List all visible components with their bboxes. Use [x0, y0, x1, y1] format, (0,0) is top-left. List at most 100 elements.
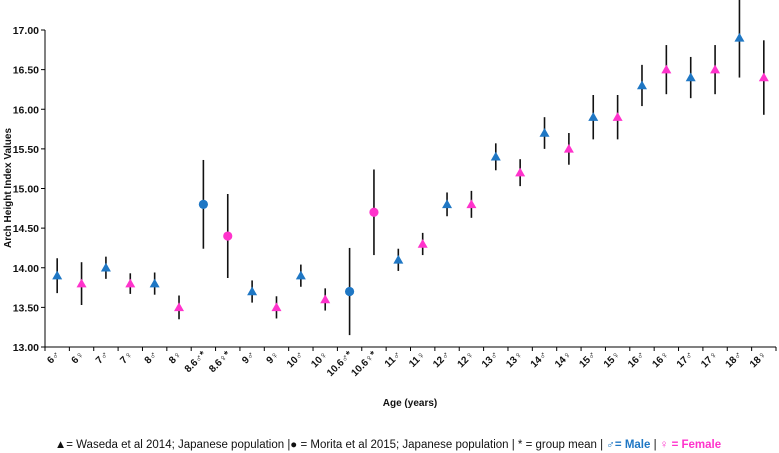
data-point [563, 133, 574, 165]
mean-marker-triangle [247, 286, 258, 296]
mean-marker-circle [223, 231, 233, 241]
mean-marker-circle [344, 286, 355, 297]
x-tick-label: 12♀ [456, 349, 477, 370]
y-tick-label: 17.00 [13, 25, 39, 37]
data-point [369, 169, 379, 256]
mean-marker-triangle [636, 80, 647, 90]
x-tick-group: 6♂ 6♀ 7♂ 7♀ 8♂ 8♀8.6♂*8.6♀* 9♂ 9♀ 10♂ 10♀10.6♂*10… [44, 347, 777, 379]
mean-marker-triangle [149, 278, 160, 288]
mean-marker-triangle [490, 151, 501, 161]
legend-separator: | [650, 439, 659, 451]
data-point [223, 194, 233, 279]
mean-marker-circle [369, 207, 379, 217]
x-tick-label: 14♀ [553, 349, 574, 370]
x-tick-label: 9♂ [240, 349, 257, 366]
y-tick-label: 16.00 [13, 104, 39, 116]
data-point [636, 64, 647, 107]
mean-marker-triangle [393, 254, 404, 264]
mean-marker-triangle [295, 270, 306, 280]
data-point [417, 232, 428, 256]
data-point [466, 190, 477, 218]
data-point [247, 280, 258, 303]
mean-marker-triangle [612, 112, 623, 121]
mean-marker-triangle [417, 238, 428, 248]
data-point [734, 0, 745, 78]
x-tick-label: 8♀ [167, 349, 184, 366]
data-point [174, 295, 185, 320]
y-tick-label: 14.50 [13, 223, 39, 235]
x-tick-label: 8♂ [143, 349, 160, 366]
x-tick-label: 12♂ [431, 349, 452, 370]
mean-marker-triangle [710, 64, 721, 74]
data-point [344, 247, 355, 336]
data-point [758, 40, 769, 115]
mean-marker-triangle [271, 302, 282, 312]
x-tick-label: 11♂ [383, 349, 404, 370]
mean-marker-triangle [100, 262, 111, 272]
legend-sources: ▲= Waseda et al 2014; Japanese populatio… [55, 439, 606, 451]
x-tick-label: 13♀ [504, 349, 525, 370]
data-point [271, 296, 282, 319]
x-tick-label: 6♀ [70, 349, 87, 366]
data-point [149, 272, 160, 295]
y-tick-label: 13.50 [13, 302, 39, 314]
data-point [125, 273, 136, 294]
data-point [588, 94, 599, 140]
x-tick-label: 15♂ [577, 349, 598, 370]
x-tick-label: 15♀ [602, 349, 623, 370]
x-tick-label: 11♀ [407, 349, 428, 370]
mean-marker-triangle [125, 278, 136, 288]
data-point [393, 248, 404, 271]
legend-male: ♂= Male [606, 439, 650, 451]
y-tick-label: 15.00 [13, 184, 39, 196]
y-tick-label: 14.00 [13, 263, 39, 275]
mean-marker-triangle [52, 270, 63, 280]
data-point [100, 256, 111, 279]
data-point [490, 143, 501, 171]
data-point [52, 258, 63, 294]
data-marks [52, 0, 769, 336]
y-tick-label: 15.50 [13, 144, 39, 156]
x-tick-label: 7♀ [118, 349, 135, 366]
data-point [539, 117, 550, 149]
mean-marker-triangle [320, 294, 331, 304]
mean-marker-triangle [758, 72, 769, 82]
data-point [198, 159, 208, 249]
y-tick-label: 13.00 [13, 342, 39, 354]
x-tick-label: 18♂ [724, 349, 745, 370]
mean-marker-triangle [734, 32, 745, 42]
mean-marker-triangle [76, 278, 87, 288]
x-tick-label: 17♂ [675, 349, 696, 370]
mean-marker-triangle [685, 72, 696, 82]
x-tick-label: 6♂ [45, 349, 62, 366]
x-tick-label: 14♂ [529, 349, 550, 370]
mean-marker-triangle [588, 112, 599, 121]
data-point [612, 94, 623, 140]
mean-marker-triangle [661, 64, 672, 74]
data-point [76, 262, 87, 305]
legend-female: ♀ = Female [660, 439, 721, 451]
mean-marker-triangle [515, 167, 526, 177]
y-axis-title: Arch Height Index Values [3, 128, 14, 248]
legend: ▲= Waseda et al 2014; Japanese populatio… [55, 439, 721, 451]
x-axis-title: Age (years) [383, 398, 437, 409]
x-tick-label: 17♀ [699, 349, 720, 370]
x-tick-label: 8.6♀* [207, 349, 233, 375]
data-point [295, 264, 306, 287]
mean-marker-circle [198, 199, 208, 209]
x-tick-label: 8.6♂* [183, 349, 209, 375]
data-point [320, 288, 331, 311]
x-tick-label: 10♂ [285, 349, 306, 370]
y-tick-group: 13.00 13.50 14.00 14.50 15.00 15.50 16.00 16.50… [13, 25, 45, 354]
data-point [710, 45, 721, 95]
y-tick-label: 16.50 [13, 65, 39, 77]
x-tick-label: 16♀ [651, 349, 672, 370]
mean-marker-triangle [174, 302, 185, 312]
mean-marker-triangle [466, 199, 477, 209]
mean-marker-triangle [539, 128, 550, 137]
x-tick-label: 9♀ [265, 349, 282, 366]
x-tick-label: 10♀ [309, 349, 330, 370]
x-tick-label: 18♀ [748, 349, 769, 370]
